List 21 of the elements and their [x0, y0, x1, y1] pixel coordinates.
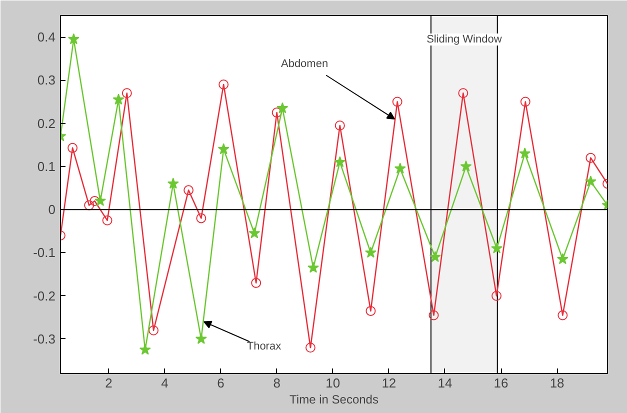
annotation: Thorax [246, 340, 282, 353]
annotation: Abdomen [280, 58, 328, 70]
y-tick-label: 0.1 [37, 158, 56, 174]
x-tick-label: 4 [161, 376, 168, 390]
y-tick-label: 0.2 [37, 116, 56, 131]
x-tick-label: 2 [105, 376, 112, 390]
y-tick-label: 0.4 [37, 30, 56, 45]
x-tick-label: 18 [550, 376, 564, 390]
x-tick-label: 14 [438, 376, 452, 390]
y-tick-label: -0.2 [33, 288, 56, 304]
y-tick-label: -0.1 [33, 245, 56, 260]
x-axis-title: Time in Seconds [290, 392, 378, 406]
x-tick-label: 16 [494, 376, 508, 390]
y-tick-label: -0.3 [33, 331, 56, 346]
x-tick-label: 10 [326, 376, 340, 390]
band-label: Sliding Window [426, 34, 502, 46]
y-tick-label: 0.3 [37, 72, 56, 88]
x-tick-label: 6 [217, 376, 224, 390]
x-tick-label: 12 [382, 376, 396, 390]
x-tick-label: 8 [273, 376, 280, 390]
y-tick-label: 0 [48, 202, 56, 218]
